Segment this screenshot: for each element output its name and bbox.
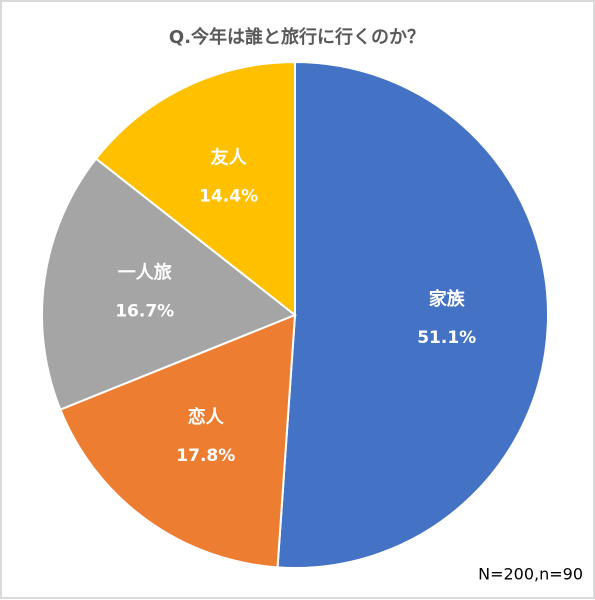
slice-label: 家族 (429, 288, 466, 310)
slice-label: 一人旅 (118, 262, 172, 284)
value-label: 16.7% (115, 302, 174, 322)
pie-slice (41, 157, 297, 411)
chart-title: Q.今年は誰と旅行に行くのか？ (169, 26, 425, 48)
value-label: 17.8% (176, 446, 235, 466)
value-label: 51.1% (417, 328, 476, 348)
value-label: 14.4% (199, 186, 258, 206)
pie-slice (59, 313, 297, 569)
note: N=200,n=90 (478, 565, 583, 584)
pie-slice (276, 60, 549, 569)
slice-label: 恋人 (188, 406, 225, 428)
slice-label: 友人 (211, 146, 248, 168)
pie-slice (94, 60, 296, 318)
